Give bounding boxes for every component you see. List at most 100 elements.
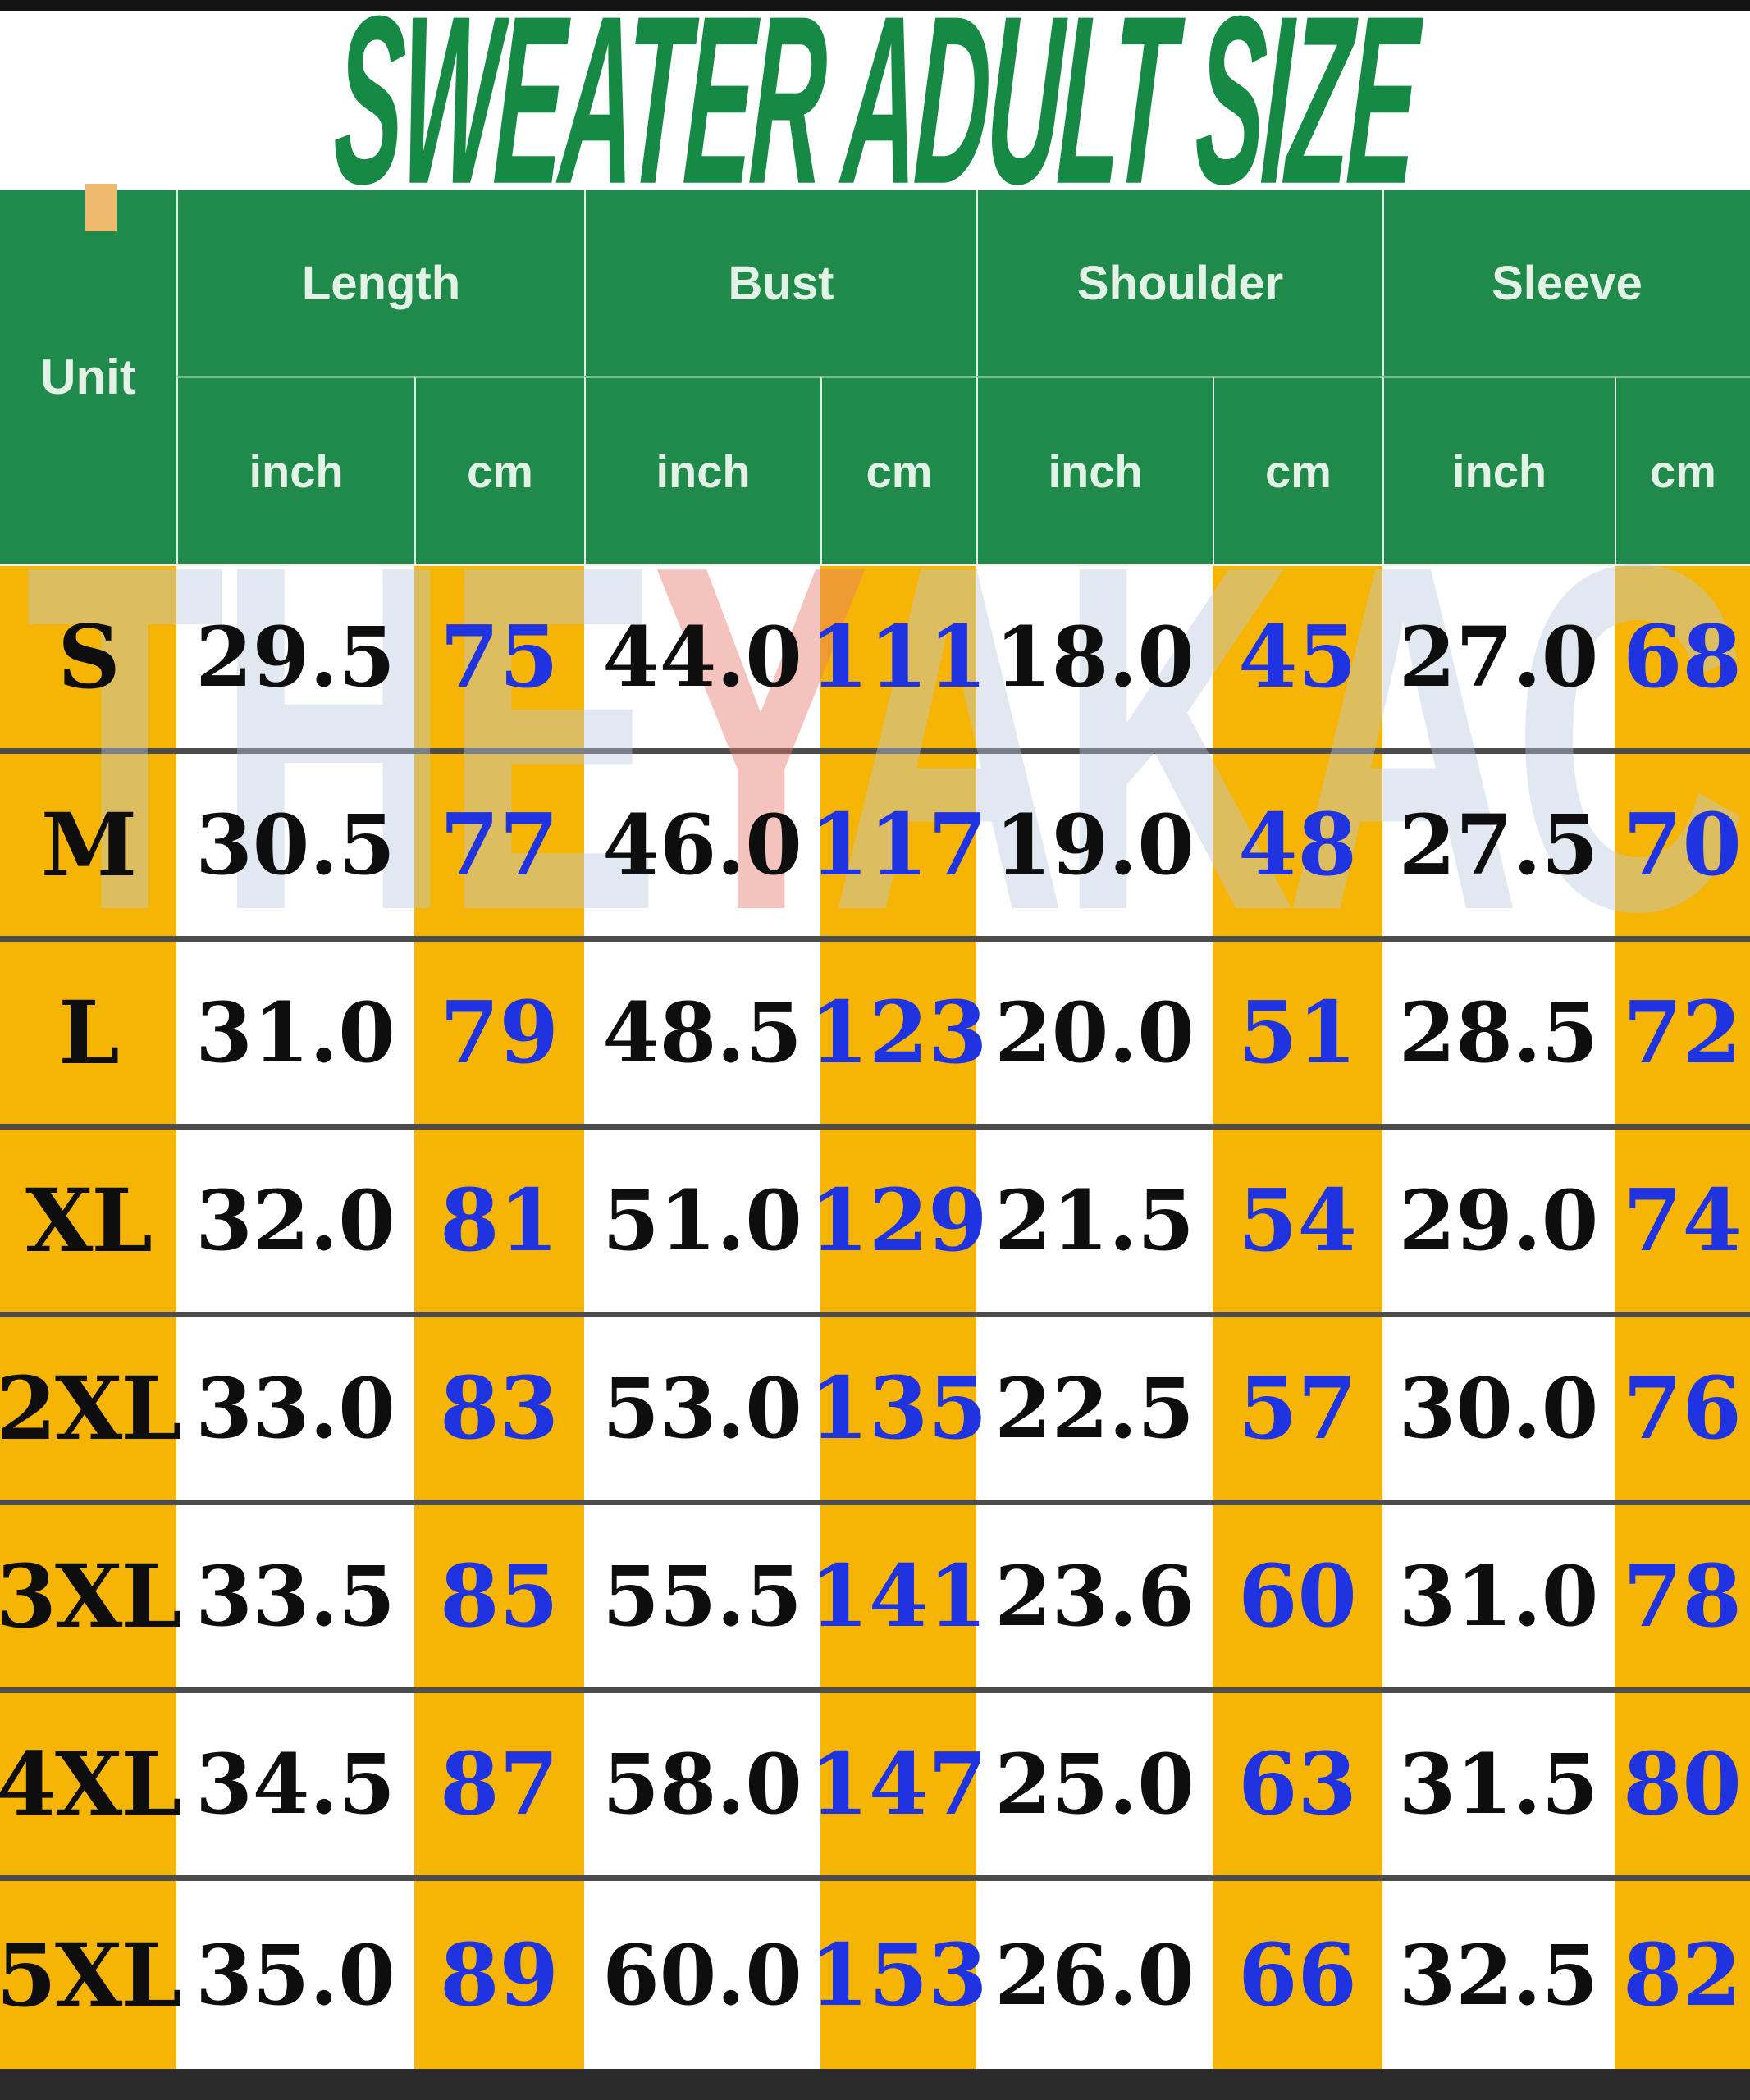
cell-value: 57: [1238, 1358, 1357, 1459]
bust-inch-cell: 58.0: [584, 1693, 820, 1875]
cell-value: 60.0: [602, 1926, 802, 2024]
cell-value: 48: [1238, 794, 1357, 895]
bust-cm-cell: 111: [809, 566, 988, 748]
header-sub-label: cm: [866, 445, 933, 497]
length-cm-cell: 77: [414, 754, 584, 936]
header-sub-label: inch: [1048, 445, 1143, 497]
header-unit-cell: Unit: [0, 190, 176, 564]
length-inch-cell: 35.0: [176, 1881, 414, 2069]
shoulder-inch-cell: 21.5: [976, 1130, 1213, 1312]
table-row-m: M 30.5 77 46.0 117 19.0 48 27.5 70: [0, 754, 1750, 942]
header-group-label: Shoulder: [1076, 256, 1284, 310]
table-row-l: L 31.0 79 48.5 123 20.0 51 28.5 72: [0, 942, 1750, 1130]
shoulder-cm-cell: 51: [1213, 942, 1382, 1124]
cell-value: 83: [440, 1358, 559, 1459]
length-cm-cell: 75: [414, 566, 584, 748]
cell-value: 153: [809, 1924, 988, 2025]
shoulder-cm-cell: 63: [1213, 1693, 1382, 1875]
bust-cm-cell: 147: [809, 1693, 988, 1875]
size-label: 3XL: [0, 1545, 182, 1647]
cell-value: 33.0: [195, 1360, 395, 1457]
header-sub-label: cm: [467, 445, 533, 497]
bust-cm-cell: 123: [809, 942, 988, 1124]
size-label: M: [40, 793, 137, 896]
table-row-3xl: 3XL 33.5 85 55.5 141 23.6 60 31.0 78: [0, 1505, 1750, 1693]
header-sub-label: inch: [249, 445, 344, 497]
cell-value: 135: [809, 1358, 988, 1459]
sleeve-inch-cell: 28.5: [1382, 942, 1615, 1124]
sleeve-cm-cell: 70: [1615, 754, 1750, 936]
size-table-header: Unit Length Bust Shoulder Sleeve inch cm…: [0, 190, 1750, 566]
corner-artifact: [85, 184, 117, 231]
cell-value: 111: [809, 606, 988, 707]
cell-value: 18.0: [994, 609, 1195, 705]
page-title: SWEATER ADULT SIZE: [329, 0, 1421, 235]
shoulder-inch-cell: 22.5: [976, 1317, 1213, 1500]
cell-value: 141: [809, 1545, 988, 1646]
cell-value: 33.5: [195, 1548, 395, 1645]
cell-value: 54: [1238, 1170, 1357, 1271]
cell-value: 34.5: [195, 1736, 395, 1833]
size-label: 2XL: [0, 1357, 182, 1459]
size-label: 5XL: [0, 1923, 182, 2026]
cell-value: 45: [1238, 606, 1357, 707]
bust-inch-cell: 60.0: [584, 1881, 820, 2069]
cell-value: 80: [1623, 1733, 1742, 1834]
sleeve-inch-cell: 29.0: [1382, 1130, 1615, 1312]
sleeve-cm-cell: 68: [1615, 566, 1750, 748]
cell-value: 32.5: [1398, 1926, 1599, 2024]
cell-value: 53.0: [602, 1360, 802, 1457]
sleeve-cm-cell: 72: [1615, 942, 1750, 1124]
shoulder-inch-cell: 25.0: [976, 1693, 1213, 1875]
length-inch-cell: 33.5: [176, 1505, 414, 1687]
bust-cm-cell: 141: [809, 1505, 988, 1687]
sleeve-cm-cell: 74: [1615, 1130, 1750, 1312]
cell-value: 19.0: [994, 797, 1195, 893]
cell-value: 32.0: [195, 1172, 395, 1269]
top-window-bar: [0, 0, 1750, 11]
size-label: L: [58, 981, 120, 1084]
cell-value: 129: [809, 1170, 988, 1271]
cell-value: 77: [440, 794, 559, 895]
header-sub-inch: inch: [976, 376, 1213, 564]
length-inch-cell: 30.5: [176, 754, 414, 936]
bust-inch-cell: 51.0: [584, 1130, 820, 1312]
table-row-2xl: 2XL 33.0 83 53.0 135 22.5 57 30.0 76: [0, 1317, 1750, 1505]
sleeve-inch-cell: 31.0: [1382, 1505, 1615, 1687]
cell-value: 29.0: [1398, 1172, 1599, 1269]
sleeve-cm-cell: 78: [1615, 1505, 1750, 1687]
cell-value: 72: [1623, 982, 1742, 1083]
cell-value: 22.5: [994, 1360, 1195, 1457]
sleeve-inch-cell: 27.5: [1382, 754, 1615, 936]
header-sub-label: inch: [656, 445, 751, 497]
size-label-cell: 3XL: [0, 1505, 182, 1687]
header-sub-inch: inch: [176, 376, 414, 564]
header-sub-inch: inch: [584, 376, 820, 564]
length-cm-cell: 79: [414, 942, 584, 1124]
bust-inch-cell: 46.0: [584, 754, 820, 936]
cell-value: 66: [1238, 1924, 1357, 2025]
length-cm-cell: 87: [414, 1693, 584, 1875]
shoulder-cm-cell: 54: [1213, 1130, 1382, 1312]
cell-value: 74: [1623, 1170, 1742, 1271]
bust-cm-cell: 117: [809, 754, 988, 936]
size-label-cell: 4XL: [0, 1693, 182, 1875]
cell-value: 31.0: [195, 984, 395, 1081]
bust-cm-cell: 135: [809, 1317, 988, 1500]
length-inch-cell: 29.5: [176, 566, 414, 748]
size-label-cell: M: [0, 754, 176, 936]
length-cm-cell: 89: [414, 1881, 584, 2069]
cell-value: 68: [1623, 606, 1742, 707]
table-row-4xl: 4XL 34.5 87 58.0 147 25.0 63 31.5 80: [0, 1693, 1750, 1881]
table-row-xl: XL 32.0 81 51.0 129 21.5 54 29.0 74: [0, 1130, 1750, 1317]
header-group-length: Length: [176, 190, 584, 376]
shoulder-cm-cell: 45: [1213, 566, 1382, 748]
cell-value: 76: [1623, 1358, 1742, 1459]
cell-value: 58.0: [602, 1736, 802, 1833]
cell-value: 51: [1238, 982, 1357, 1083]
bust-cm-cell: 129: [809, 1130, 988, 1312]
header-sub-cm: cm: [1213, 376, 1382, 564]
length-inch-cell: 32.0: [176, 1130, 414, 1312]
shoulder-inch-cell: 23.6: [976, 1505, 1213, 1687]
bust-inch-cell: 53.0: [584, 1317, 820, 1500]
